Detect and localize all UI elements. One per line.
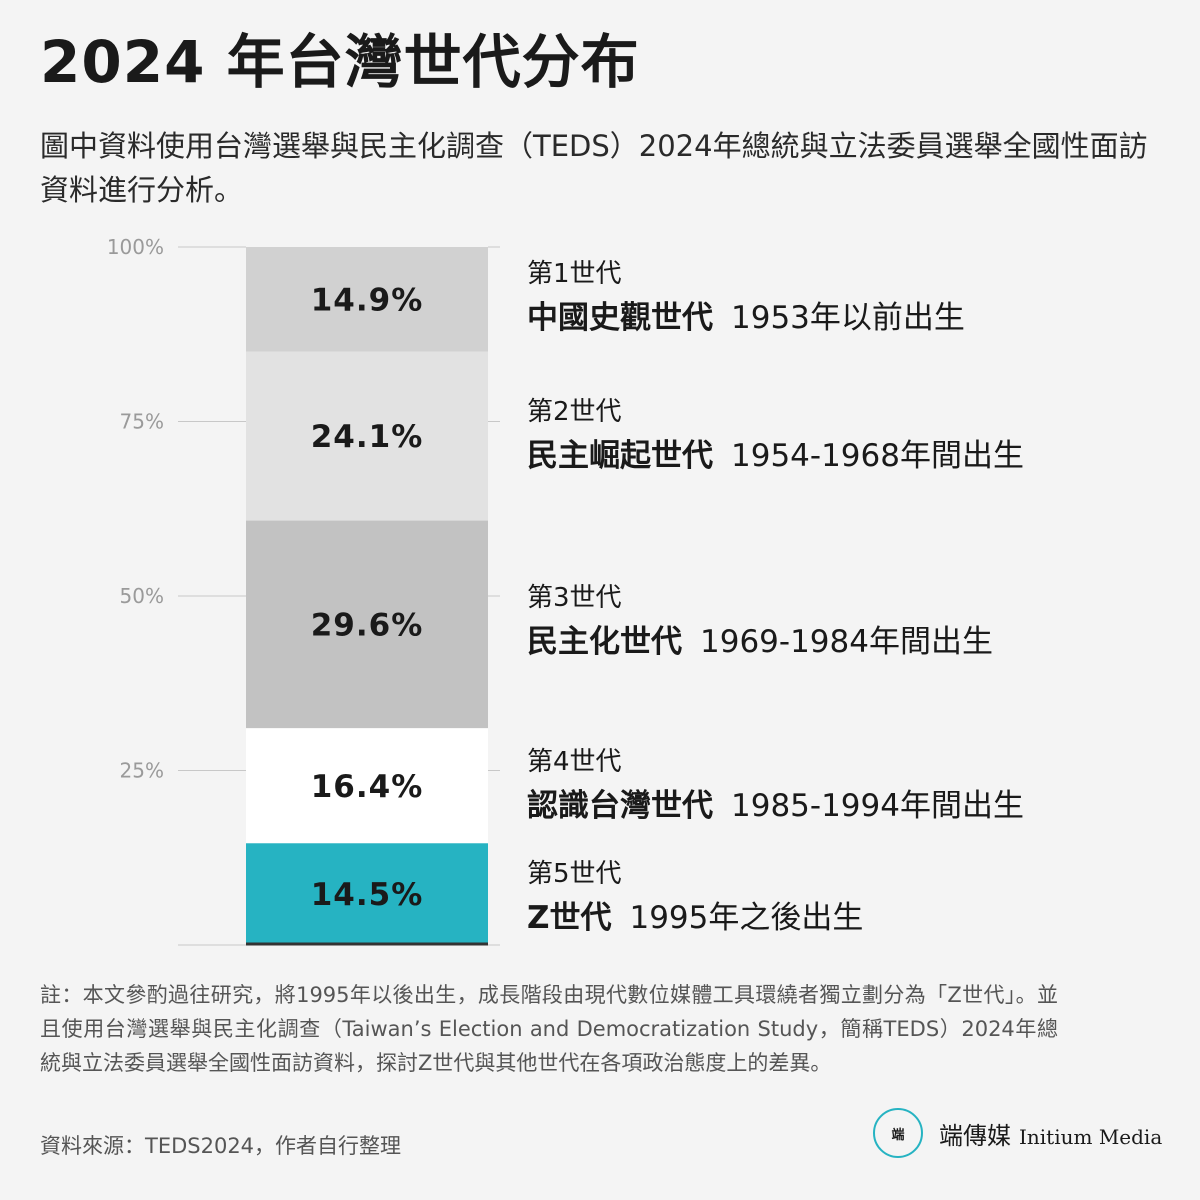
generation-line: 認識台灣世代 1985-1994年間出生 [527, 785, 1024, 827]
bar-value-label: 24.1% [311, 419, 424, 455]
generation-block: 第1世代中國史觀世代 1953年以前出生 [527, 257, 965, 339]
generation-name: Z世代 [527, 900, 612, 936]
bar-segment [246, 843, 488, 945]
bar-value-label: 14.5% [311, 877, 424, 913]
generation-name: 認識台灣世代 [527, 788, 713, 824]
chart-subtitle: 圖中資料使用台灣選舉與民主化調查（TEDS）2024年總統與立法委員選舉全國性面… [40, 129, 1148, 207]
bar-segment [246, 351, 488, 521]
brand-logo-text: 端 [891, 1127, 905, 1143]
bar-value-label: 16.4% [311, 769, 424, 805]
bar-value-label: 29.6% [311, 607, 424, 643]
generation-number: 第1世代 [527, 259, 622, 289]
y-tick-label: 100% [107, 235, 164, 259]
brand-name-zh: 端傳媒 [939, 1121, 1011, 1150]
generation-block: 第2世代民主崛起世代 1954-1968年間出生 [527, 395, 1024, 477]
generation-line: 民主崛起世代 1954-1968年間出生 [527, 435, 1024, 477]
source-text: 資料來源：TEDS2024，作者自行整理 [40, 1134, 402, 1158]
generation-name: 民主化世代 [527, 624, 682, 660]
generation-name: 民主崛起世代 [527, 438, 713, 474]
generation-number: 第2世代 [527, 397, 622, 427]
footnote: 註：本文參酌過往研究，將1995年以後出生，成長階段由現代數位媒體工具環繞者獨立… [40, 983, 1058, 1075]
generation-line: 民主化世代 1969-1984年間出生 [527, 621, 993, 663]
y-tick-label: 75% [120, 410, 164, 434]
generation-years: 1969-1984年間出生 [700, 624, 993, 660]
brand-name: 端傳媒 Initium Media [939, 1116, 1162, 1151]
generation-line: 中國史觀世代 1953年以前出生 [527, 297, 965, 339]
generation-number: 第4世代 [527, 747, 622, 777]
generation-years: 1954-1968年間出生 [731, 438, 1024, 474]
generation-block: 第3世代民主化世代 1969-1984年間出生 [527, 581, 993, 663]
brand-logo-icon: 端 [873, 1108, 923, 1158]
chart-title: 2024 年台灣世代分布 [40, 28, 640, 96]
generation-name: 中國史觀世代 [527, 300, 713, 336]
y-tick-label: 50% [120, 584, 164, 608]
generation-number: 第5世代 [527, 859, 622, 889]
generation-block: 第4世代認識台灣世代 1985-1994年間出生 [527, 745, 1024, 827]
stacked-bar-chart: 100% 75% 50% 25% 14.9% 24.1% 29.6% 16.4% 14.5% [107, 235, 500, 946]
generation-number: 第3世代 [527, 583, 622, 613]
bar-segment [246, 728, 488, 844]
generation-years: 1985-1994年間出生 [731, 788, 1024, 824]
generation-years: 1995年之後出生 [629, 900, 864, 936]
generation-line: Z世代 1995年之後出生 [527, 897, 863, 939]
y-tick-label: 25% [120, 759, 164, 783]
generation-block: 第5世代 Z世代 1995年之後出生 [527, 857, 863, 939]
bar-value-label: 14.9% [311, 282, 424, 318]
generation-years: 1953年以前出生 [731, 300, 965, 336]
brand-name-en: Initium Media [1019, 1124, 1163, 1149]
brand: 端 端傳媒 Initium Media [873, 1108, 1162, 1158]
bar-segment [246, 520, 488, 729]
bar-segment [246, 247, 488, 352]
